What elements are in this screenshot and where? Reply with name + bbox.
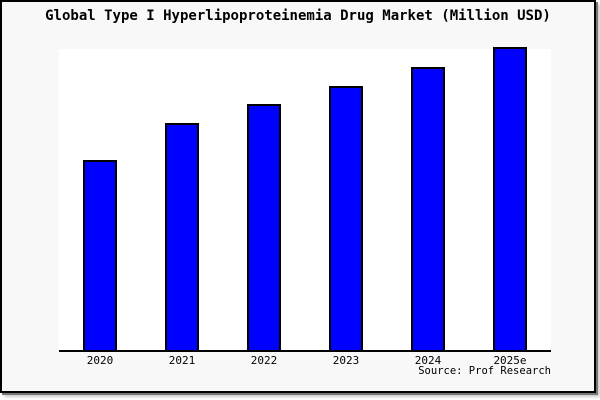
- bar-slot-2021: [141, 49, 223, 350]
- chart-frame: Global Type I Hyperlipoproteinemia Drug …: [0, 0, 596, 393]
- bar-2024: [411, 66, 445, 350]
- bars-container: [59, 47, 551, 350]
- x-tick-label-2020: 2020: [86, 354, 114, 367]
- bar-slot-2023: [305, 49, 387, 350]
- bar-2023: [329, 85, 363, 350]
- bar-slot-2020: [59, 49, 141, 350]
- x-tick-label-2024: 2024: [414, 354, 442, 367]
- x-axis-labels: 2020 2021 2022 2023 2024 2025e: [59, 354, 551, 367]
- bar-slot-2022: [223, 49, 305, 350]
- bar-2020: [83, 159, 117, 350]
- x-tick-label-2023: 2023: [332, 354, 360, 367]
- bar-2025e: [493, 47, 527, 350]
- source-label: Source: Prof Research: [418, 365, 551, 377]
- bar-2021: [165, 123, 199, 350]
- plot-area: [59, 47, 551, 352]
- bar-2022: [247, 103, 281, 350]
- bar-slot-2025e: [469, 47, 551, 350]
- x-tick-label-2022: 2022: [250, 354, 278, 367]
- chart-title: Global Type I Hyperlipoproteinemia Drug …: [45, 8, 551, 24]
- bar-slot-2024: [387, 49, 469, 350]
- x-tick-label-2025e: 2025e: [493, 354, 527, 367]
- x-tick-label-2021: 2021: [168, 354, 196, 367]
